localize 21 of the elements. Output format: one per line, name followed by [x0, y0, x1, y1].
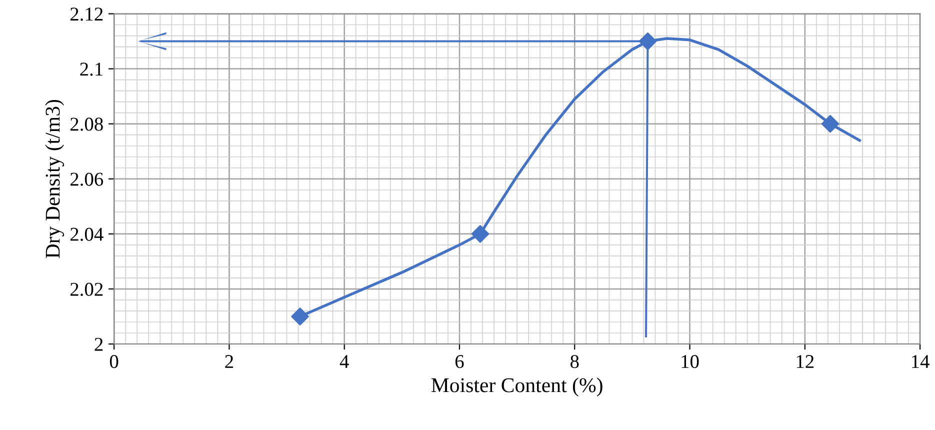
x-tick-label: 2: [225, 355, 233, 368]
y-tick-label: 2.06: [70, 172, 104, 186]
x-tick-label: 14: [912, 355, 930, 368]
x-tick-label: 8: [570, 354, 579, 368]
x-tick-label: 4: [340, 355, 349, 368]
x-tick-label: 10: [682, 354, 699, 368]
point: [821, 114, 840, 133]
y-tick-label: 2.08: [70, 118, 103, 131]
point: [471, 225, 490, 243]
y-tick-label: 2.12: [70, 8, 103, 21]
y-tick-label: 2.02: [70, 282, 103, 296]
x-tick-label: 6: [455, 355, 464, 368]
y-tick-label: 2: [94, 338, 103, 351]
y-tick-label: 2.1: [80, 62, 102, 76]
x-tick-label: 12: [796, 355, 814, 368]
y-tick-label: 2.04: [70, 228, 104, 241]
x-tick-label: 0: [110, 354, 118, 368]
point: [638, 32, 657, 50]
x-axis-title: Moister Content (%): [431, 378, 602, 396]
y-axis-title: Dry Density (t/m3): [45, 100, 64, 258]
point: [291, 308, 309, 326]
